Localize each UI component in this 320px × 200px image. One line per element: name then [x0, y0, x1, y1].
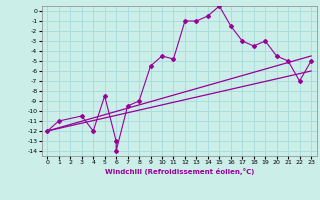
X-axis label: Windchill (Refroidissement éolien,°C): Windchill (Refroidissement éolien,°C)	[105, 168, 254, 175]
